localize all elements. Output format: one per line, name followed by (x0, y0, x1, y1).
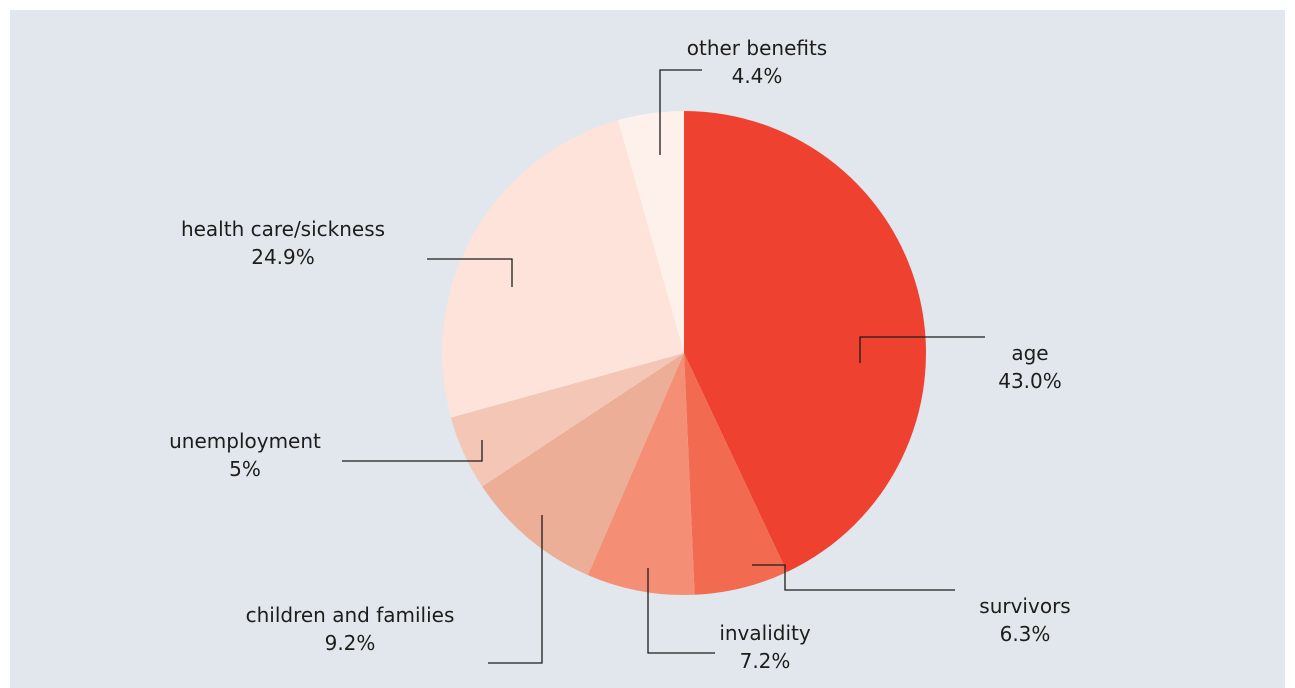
pie-slice-health-care-sickness (442, 120, 684, 418)
slice-label-other-benefits: other benefits (687, 36, 827, 60)
slice-label-age: age (1011, 341, 1048, 365)
slice-label-invalidity: invalidity (719, 621, 811, 645)
pie-slice-survivors (684, 353, 788, 595)
leader-line-unemployment (342, 440, 483, 462)
slice-label-unemployment: unemployment (169, 429, 321, 453)
slice-value-invalidity: 7.2% (740, 649, 791, 673)
pie-slice-children-and-families (482, 353, 684, 576)
slice-label-health-care-sickness: health care/sickness (181, 217, 385, 241)
slice-value-unemployment: 5% (229, 457, 261, 481)
slice-value-survivors: 6.3% (1000, 622, 1051, 646)
leader-line-invalidity (647, 568, 715, 654)
slice-label-survivors: survivors (979, 594, 1070, 618)
slice-value-health-care-sickness: 24.9% (251, 245, 315, 269)
slice-label-children-and-families: children and families (246, 603, 455, 627)
leader-line-age (859, 336, 985, 363)
slice-value-other-benefits: 4.4% (732, 64, 783, 88)
leader-line-children-and-families (488, 515, 543, 664)
slice-value-age: 43.0% (998, 369, 1062, 393)
pie-slice-unemployment (450, 353, 684, 487)
slice-value-children-and-families: 9.2% (325, 631, 376, 655)
pie-slice-invalidity (587, 353, 695, 596)
pie-slice-age (684, 111, 927, 572)
leader-line-other-benefits (659, 69, 702, 155)
leader-line-survivors (752, 564, 955, 591)
leader-line-health-care-sickness (427, 258, 513, 287)
pie-slice-other-benefits (617, 111, 684, 353)
